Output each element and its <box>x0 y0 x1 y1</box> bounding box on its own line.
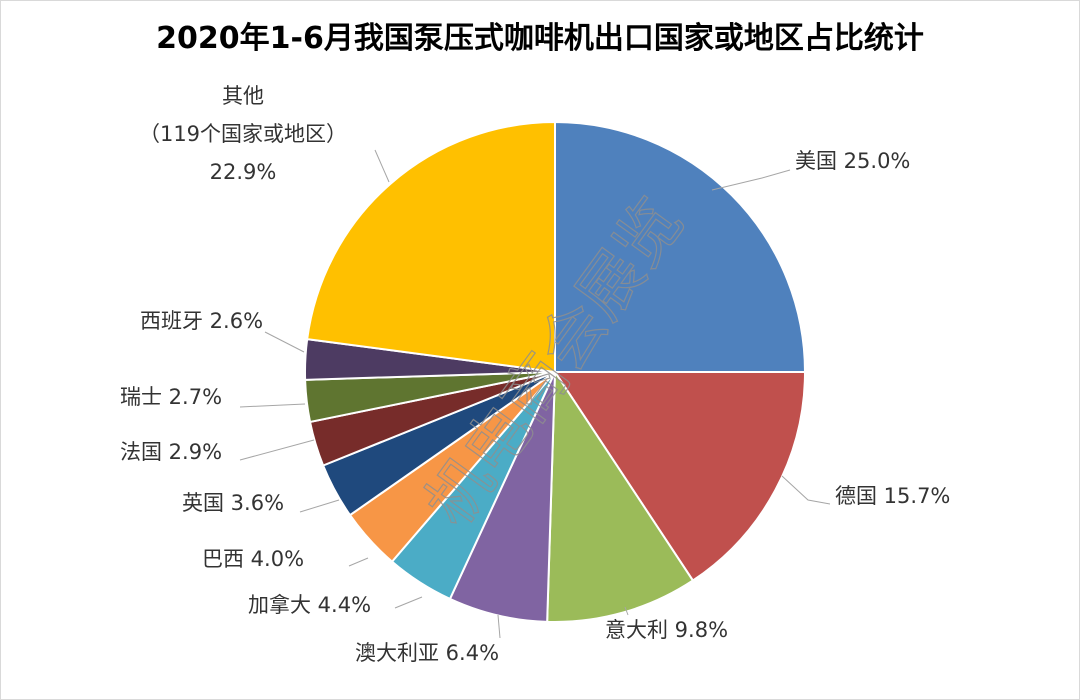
chart-title: 2020年1-6月我国泵压式咖啡机出口国家或地区占比统计 <box>156 21 924 56</box>
slice-label-1: 德国 15.7% <box>835 484 950 508</box>
leader-line-7 <box>239 439 315 461</box>
slice-label-10-line-0: 其他 <box>222 84 264 108</box>
slice-label-2: 意大利 9.8% <box>605 618 728 642</box>
leader-line-10 <box>374 149 390 183</box>
slice-label-0: 美国 25.0% <box>795 149 910 173</box>
leader-line-1 <box>781 475 831 505</box>
leader-line-2 <box>624 606 629 616</box>
leader-line-6 <box>299 499 340 513</box>
slice-label-8: 瑞士 2.7% <box>120 385 222 409</box>
slice-label-10-line-1: （119个国家或地区） <box>139 122 347 146</box>
leader-line-0 <box>711 169 791 191</box>
slice-label-10: 其他 （119个国家或地区） 22.9% <box>139 84 347 184</box>
slice-label-7: 法国 2.9% <box>120 440 222 464</box>
leader-line-4 <box>394 596 423 609</box>
pie-slice-2 <box>546 368 695 623</box>
leader-line-5 <box>348 557 369 567</box>
slice-label-9: 西班牙 2.6% <box>140 309 263 333</box>
slice-label-6: 英国 3.6% <box>182 491 284 515</box>
leader-lines <box>239 149 831 639</box>
slice-labels: 美国 25.0% 德国 15.7% 意大利 9.8% 澳大利亚 6.4% 加拿大 4.4… <box>120 84 950 665</box>
pie-slice-1 <box>553 371 807 582</box>
leader-line-3 <box>497 614 501 639</box>
leader-line-8 <box>239 403 306 408</box>
slice-label-5: 巴西 4.0% <box>202 547 304 571</box>
pie-slices <box>304 120 807 623</box>
pie-slice-0 <box>554 120 807 373</box>
leader-line-9 <box>264 331 305 353</box>
slice-label-4: 加拿大 4.4% <box>248 593 371 617</box>
pie-slice-10 <box>306 120 556 374</box>
slice-label-10-line-2: 22.9% <box>210 160 277 184</box>
slice-label-3: 澳大利亚 6.4% <box>355 641 499 665</box>
